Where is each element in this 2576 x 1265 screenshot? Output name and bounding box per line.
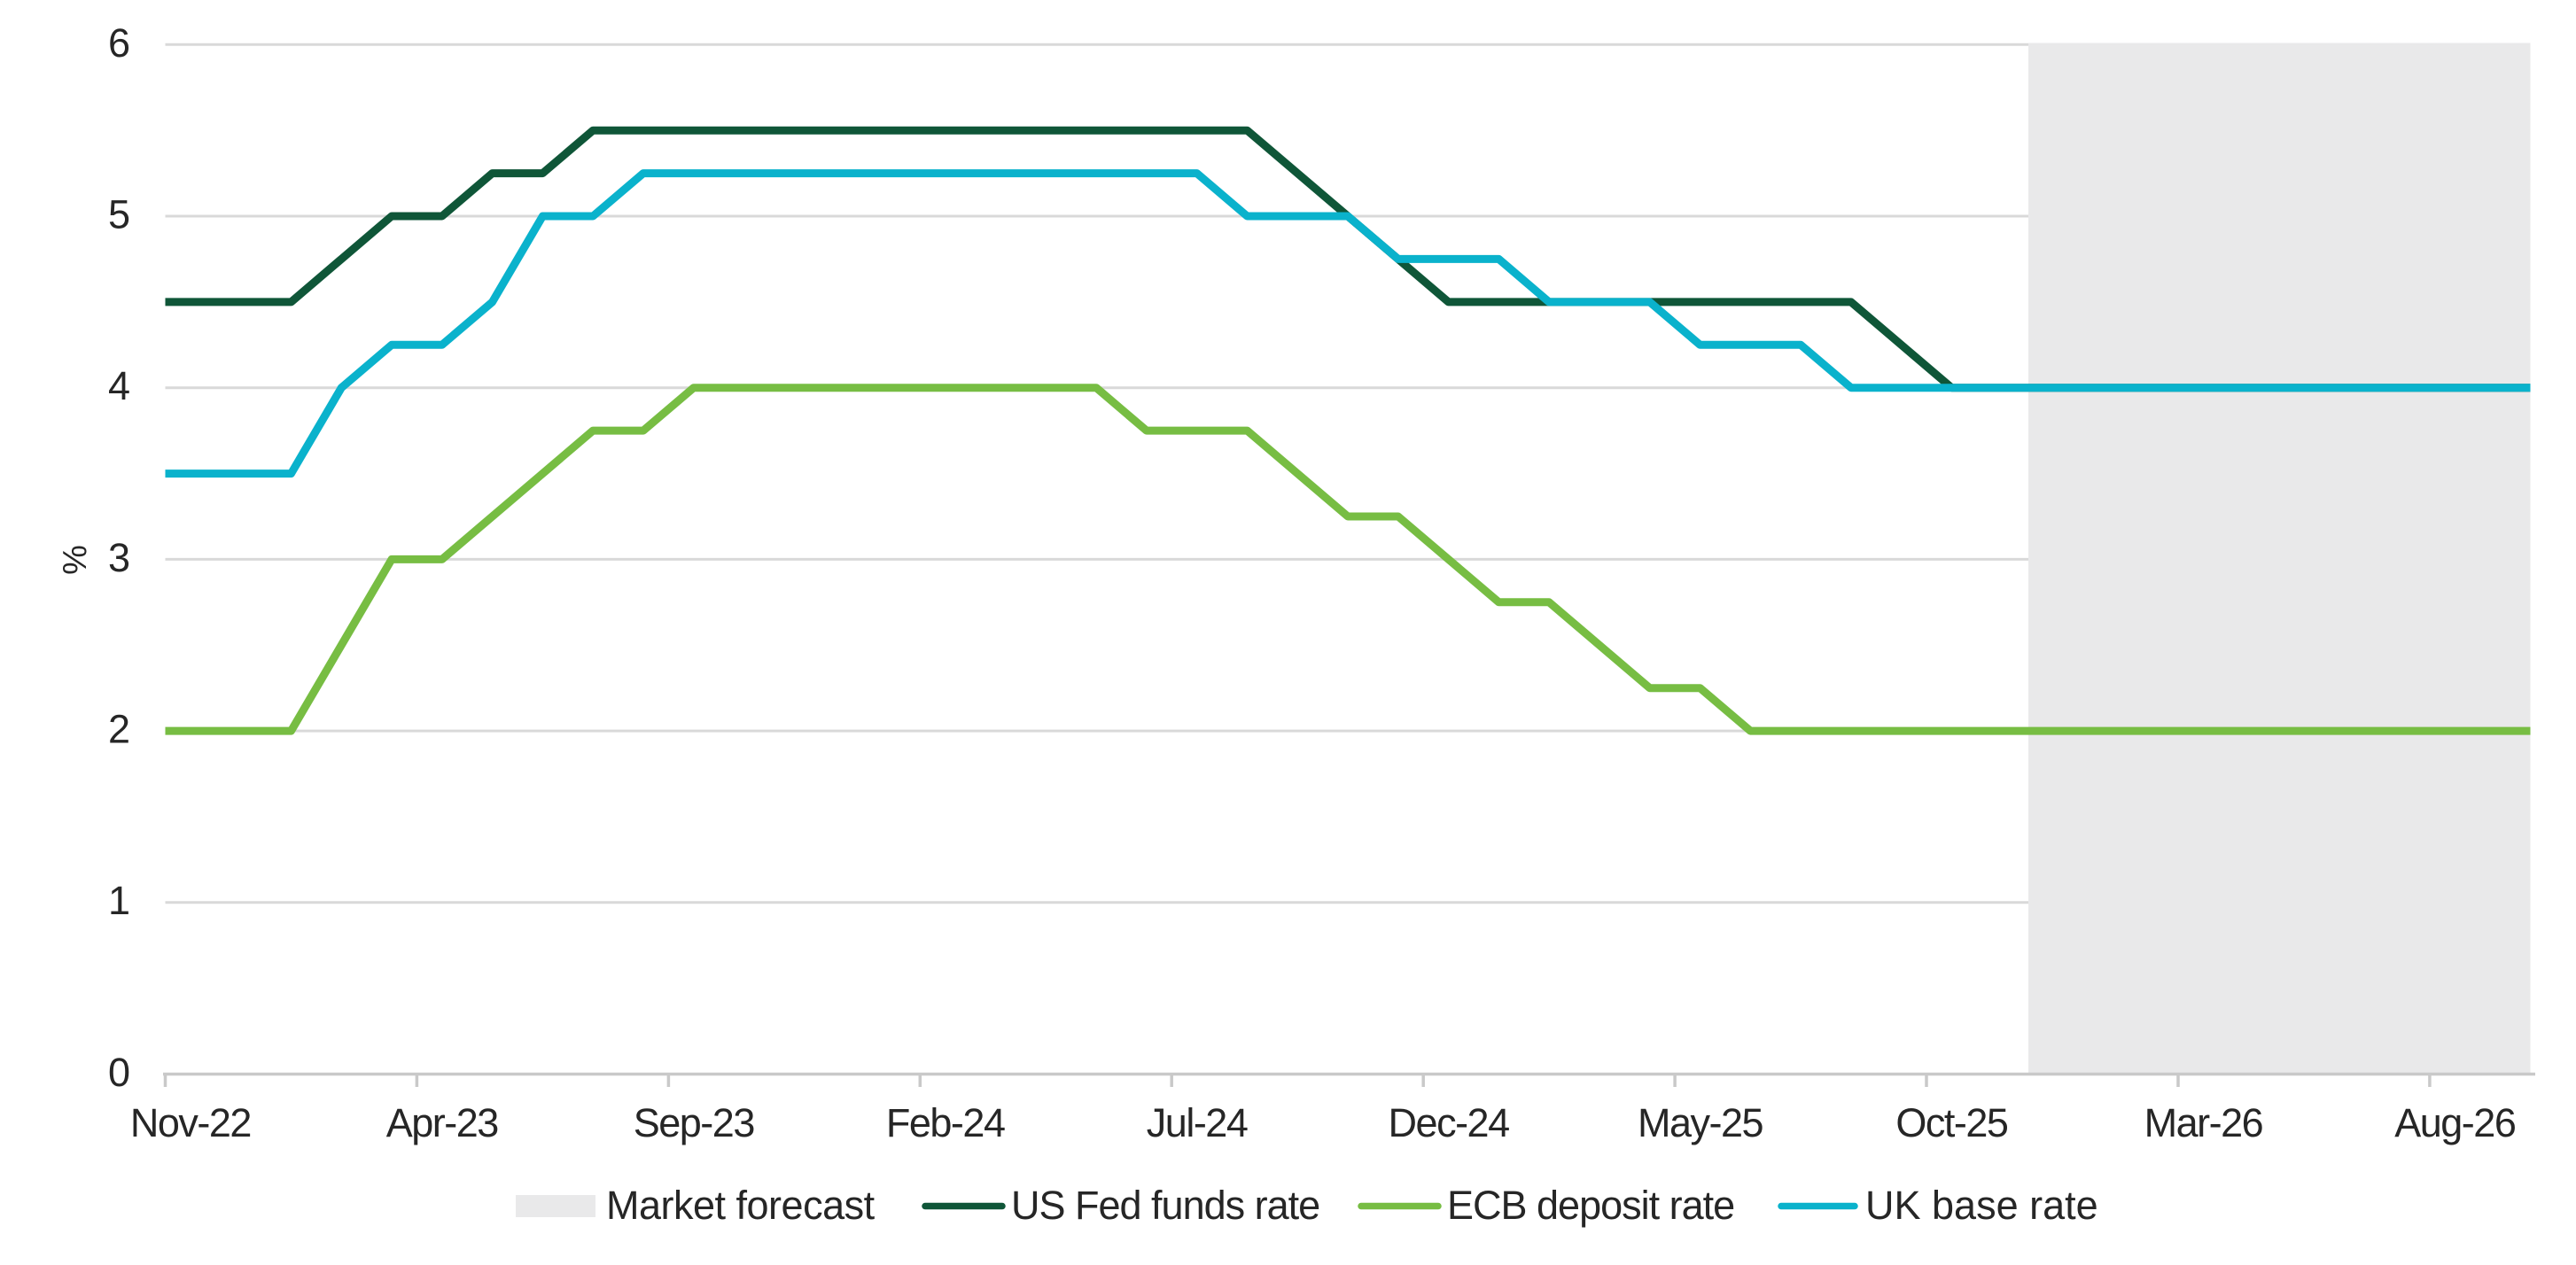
svg-text:%: % bbox=[57, 545, 94, 575]
svg-text:US Fed funds rate: US Fed funds rate bbox=[1011, 1183, 1319, 1228]
svg-text:2: 2 bbox=[108, 707, 130, 752]
svg-text:May-25: May-25 bbox=[1638, 1100, 1763, 1145]
svg-text:Oct-25: Oct-25 bbox=[1895, 1100, 2008, 1145]
svg-text:Feb-24: Feb-24 bbox=[886, 1100, 1005, 1145]
svg-text:1: 1 bbox=[108, 878, 130, 923]
svg-text:Jul-24: Jul-24 bbox=[1147, 1100, 1248, 1145]
svg-text:Mar-26: Mar-26 bbox=[2144, 1100, 2263, 1145]
svg-text:Apr-23: Apr-23 bbox=[386, 1100, 499, 1145]
svg-text:Sep-23: Sep-23 bbox=[634, 1100, 755, 1145]
svg-text:Market forecast: Market forecast bbox=[606, 1183, 876, 1228]
svg-text:UK base rate: UK base rate bbox=[1865, 1183, 2098, 1228]
svg-text:4: 4 bbox=[108, 363, 130, 408]
svg-text:ECB deposit rate: ECB deposit rate bbox=[1447, 1183, 1734, 1228]
svg-text:Aug-26: Aug-26 bbox=[2394, 1100, 2516, 1145]
svg-text:Nov-22: Nov-22 bbox=[130, 1100, 251, 1145]
svg-text:Dec-24: Dec-24 bbox=[1389, 1100, 1510, 1145]
svg-text:3: 3 bbox=[108, 535, 130, 580]
svg-text:5: 5 bbox=[108, 192, 130, 237]
svg-text:0: 0 bbox=[108, 1050, 130, 1095]
svg-text:6: 6 bbox=[108, 20, 130, 66]
